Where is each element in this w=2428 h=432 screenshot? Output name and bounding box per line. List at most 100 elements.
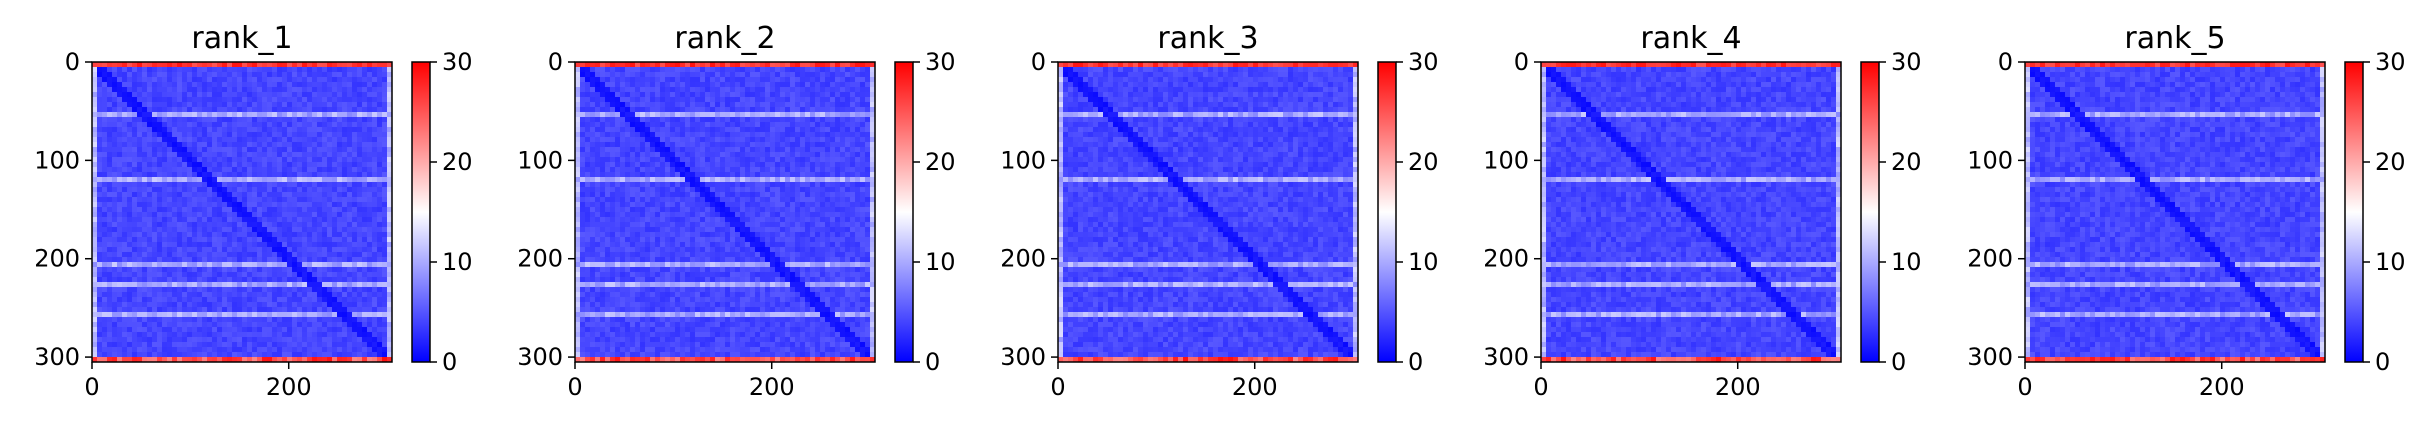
heatmap-cell	[247, 242, 253, 248]
heatmap-cell	[730, 137, 736, 143]
heatmap-cell	[157, 107, 163, 113]
heatmap-cell	[127, 67, 133, 73]
heatmap-cell	[810, 127, 816, 133]
heatmap-cell	[182, 342, 188, 348]
heatmap-cell	[352, 262, 358, 268]
heatmap-cell	[97, 67, 103, 73]
heatmap-cell	[367, 297, 373, 303]
heatmap-cell	[127, 127, 133, 133]
heatmap-cell	[242, 177, 248, 183]
heatmap-cell	[252, 262, 258, 268]
heatmap-cell	[137, 247, 143, 253]
heatmap-cell	[357, 267, 363, 273]
heatmap-cell	[177, 282, 183, 288]
heatmap-cell	[137, 292, 143, 298]
heatmap-cell	[197, 147, 203, 153]
heatmap-cell	[685, 162, 691, 168]
heatmap-cell	[232, 197, 238, 203]
heatmap-cell	[262, 187, 268, 193]
heatmap-cell	[705, 97, 711, 103]
heatmap-cell	[177, 337, 183, 343]
heatmap-cell	[865, 167, 871, 173]
heatmap-cell	[700, 122, 706, 128]
heatmap-cell	[117, 317, 123, 323]
heatmap-cell	[850, 162, 856, 168]
heatmap-cell	[725, 62, 731, 68]
heatmap-cell	[362, 307, 368, 313]
heatmap-cell	[372, 312, 378, 318]
heatmap-cell	[332, 227, 338, 233]
heatmap-cell	[152, 87, 158, 93]
heatmap-cell	[780, 87, 786, 93]
heatmap-cell	[805, 77, 811, 83]
heatmap-cell	[337, 357, 343, 363]
heatmap-cell	[685, 122, 691, 128]
heatmap-cell	[302, 192, 308, 198]
heatmap-cell	[172, 97, 178, 103]
heatmap-cell	[187, 242, 193, 248]
heatmap-cell	[207, 172, 213, 178]
heatmap-cell	[142, 177, 148, 183]
heatmap-cell	[372, 182, 378, 188]
heatmap-cell	[825, 87, 831, 93]
heatmap-cell	[152, 247, 158, 253]
heatmap-cell	[112, 227, 118, 233]
heatmap-cell	[377, 112, 383, 118]
heatmap-cell	[122, 122, 128, 128]
heatmap-cell	[845, 157, 851, 163]
heatmap-cell	[242, 357, 248, 363]
heatmap-cell	[352, 247, 358, 253]
heatmap-cell	[785, 97, 791, 103]
heatmap-cell	[332, 252, 338, 258]
heatmap-cell	[870, 162, 876, 168]
heatmap-cell	[790, 157, 796, 163]
heatmap-cell	[312, 192, 318, 198]
heatmap-cell	[167, 342, 173, 348]
heatmap-cell	[780, 107, 786, 113]
heatmap-cell	[312, 87, 318, 93]
heatmap-cell	[352, 257, 358, 263]
heatmap-cell	[845, 117, 851, 123]
heatmap-cell	[620, 162, 626, 168]
heatmap-cell	[292, 242, 298, 248]
heatmap-cell	[217, 82, 223, 88]
heatmap-cell	[192, 82, 198, 88]
heatmap-cell	[307, 162, 313, 168]
heatmap-cell	[685, 167, 691, 173]
heatmap-cell	[337, 302, 343, 308]
heatmap-cell	[372, 92, 378, 98]
heatmap-cell	[327, 202, 333, 208]
heatmap-cell	[665, 157, 671, 163]
heatmap-cell	[272, 277, 278, 283]
heatmap-cell	[665, 132, 671, 138]
heatmap-cell	[262, 212, 268, 218]
heatmap-cell	[312, 307, 318, 313]
heatmap-cell	[227, 242, 233, 248]
heatmap-cell	[137, 82, 143, 88]
heatmap-cell	[292, 117, 298, 123]
heatmap-cell	[167, 282, 173, 288]
heatmap-cell	[630, 92, 636, 98]
heatmap-cell	[142, 327, 148, 333]
heatmap-cell	[227, 182, 233, 188]
heatmap-cell	[117, 147, 123, 153]
heatmap-cell	[212, 352, 218, 358]
heatmap-cell	[127, 142, 133, 148]
heatmap-cell	[595, 147, 601, 153]
heatmap-cell	[675, 122, 681, 128]
heatmap-cell	[102, 232, 108, 238]
heatmap-cell	[102, 342, 108, 348]
heatmap-cell	[590, 92, 596, 98]
heatmap-cell	[327, 322, 333, 328]
heatmap-cell	[347, 212, 353, 218]
heatmap-cell	[337, 227, 343, 233]
heatmap-cell	[102, 337, 108, 343]
heatmap-cell	[312, 197, 318, 203]
heatmap-cell	[332, 282, 338, 288]
heatmap-cell	[97, 262, 103, 268]
heatmap-cell	[362, 167, 368, 173]
heatmap-cell	[102, 272, 108, 278]
heatmap-cell	[377, 132, 383, 138]
heatmap-cell	[97, 72, 103, 78]
heatmap-cell	[705, 122, 711, 128]
